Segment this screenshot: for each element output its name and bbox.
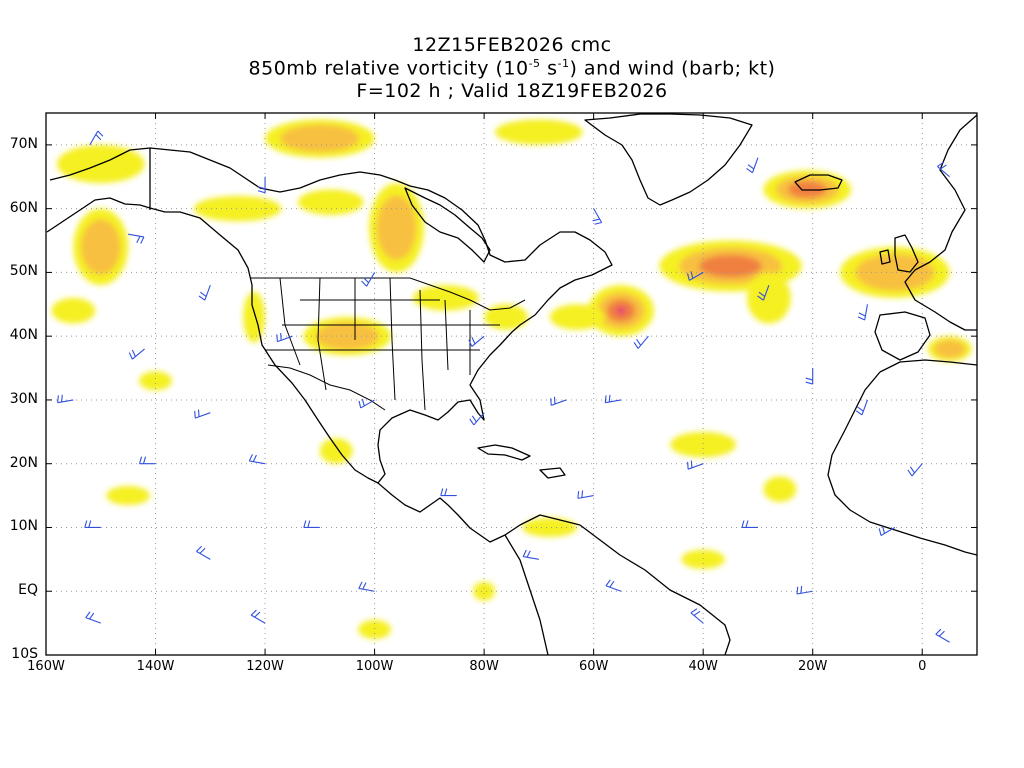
- vorticity-area: [51, 298, 95, 324]
- latitude-label: 40N: [0, 327, 38, 343]
- vorticity-contour: [280, 125, 359, 153]
- vorticity-contour: [51, 298, 95, 324]
- vorticity-contour: [243, 292, 265, 343]
- vorticity-contour: [320, 438, 353, 464]
- vorticity-contour: [763, 476, 796, 502]
- europe-outline: [905, 115, 977, 330]
- longitude-label: 80W: [454, 659, 514, 674]
- vorticity-area: [320, 438, 353, 464]
- vorticity-contour: [681, 550, 725, 569]
- longitude-label: 0: [892, 659, 952, 674]
- latitude-label: 30N: [0, 391, 38, 407]
- vorticity-contour: [747, 272, 791, 323]
- wind-barb: [441, 489, 457, 496]
- wind-barb: [128, 344, 145, 360]
- vorticity-contour: [81, 219, 120, 274]
- wind-barb: [127, 234, 144, 244]
- vorticity-area: [265, 119, 375, 157]
- wind-barb: [806, 368, 813, 384]
- longitude-label: 100W: [345, 659, 405, 674]
- wind-barb: [577, 489, 594, 499]
- vorticity-contour: [139, 371, 172, 390]
- latitude-label: 50N: [0, 263, 38, 279]
- vorticity-area: [495, 119, 583, 145]
- vorticity-area: [522, 518, 577, 537]
- greenland-outline: [585, 114, 752, 205]
- wind-barb: [86, 611, 103, 623]
- latitude-label: 60N: [0, 200, 38, 216]
- latitude-label: 70N: [0, 136, 38, 152]
- us-mexico-border: [268, 365, 385, 410]
- wind-barb: [193, 406, 210, 418]
- wind-barb: [937, 161, 954, 177]
- wind-barb: [858, 303, 868, 320]
- vorticity-contour: [495, 119, 583, 145]
- vorticity-area: [369, 183, 424, 272]
- wind-barb: [198, 283, 210, 300]
- africa-outline: [828, 360, 977, 555]
- wind-barb: [606, 579, 623, 591]
- longitude-label: 60W: [564, 659, 624, 674]
- wind-barb: [140, 457, 156, 464]
- wind-barb: [258, 177, 265, 193]
- wind-barb: [251, 609, 268, 623]
- vorticity-contour: [298, 190, 364, 216]
- vorticity-contour: [194, 196, 282, 222]
- wind-barb: [249, 454, 266, 464]
- wind-barb: [796, 584, 813, 594]
- wind-barb: [196, 545, 213, 559]
- wind-barb: [633, 332, 649, 349]
- wind-barb: [304, 520, 320, 527]
- longitude-label: 160W: [16, 659, 76, 674]
- vorticity-contour: [358, 620, 391, 639]
- vorticity-area: [243, 292, 265, 343]
- vorticity-area: [763, 476, 796, 502]
- wind-barb: [549, 393, 566, 405]
- vorticity-area: [298, 190, 364, 216]
- vorticity-area: [73, 209, 128, 286]
- wind-barb: [275, 330, 292, 342]
- longitude-label: 120W: [235, 659, 295, 674]
- wind-barb: [936, 628, 953, 642]
- longitude-label: 40W: [673, 659, 733, 674]
- latitude-label: EQ: [0, 582, 38, 598]
- vorticity-contour: [699, 255, 762, 277]
- vorticity-shading: [51, 119, 971, 639]
- latitude-label: 20N: [0, 455, 38, 471]
- vorticity-contour: [616, 307, 627, 315]
- vorticity-area: [358, 620, 391, 639]
- vorticity-area: [681, 550, 725, 569]
- wind-barb: [357, 394, 374, 408]
- wind-barb: [686, 457, 703, 469]
- vorticity-contour: [522, 518, 577, 537]
- vorticity-contour: [106, 486, 150, 505]
- vorticity-area: [550, 304, 605, 330]
- longitude-label: 20W: [783, 659, 843, 674]
- wind-barb: [604, 393, 621, 403]
- wind-barb: [359, 582, 376, 592]
- vorticity-area: [139, 371, 172, 390]
- wind-barb: [56, 393, 73, 403]
- wind-barb: [523, 550, 540, 560]
- vorticity-contour: [316, 322, 379, 350]
- wind-barb: [588, 209, 602, 226]
- vorticity-area: [928, 336, 972, 362]
- vorticity-area: [194, 196, 282, 222]
- wind-barb: [877, 521, 894, 535]
- vorticity-area: [106, 486, 150, 505]
- vorticity-contour: [855, 254, 934, 291]
- wind-barb: [742, 520, 758, 527]
- longitude-label: 140W: [126, 659, 186, 674]
- vorticity-contour: [550, 304, 605, 330]
- wind-barb: [746, 155, 758, 172]
- vorticity-contour: [934, 340, 966, 358]
- wind-barb: [85, 520, 101, 527]
- latitude-label: 10N: [0, 518, 38, 534]
- vorticity-contour: [377, 196, 416, 260]
- wind-barb: [907, 459, 923, 476]
- cuba-outline: [478, 445, 565, 478]
- vorticity-area: [747, 272, 791, 323]
